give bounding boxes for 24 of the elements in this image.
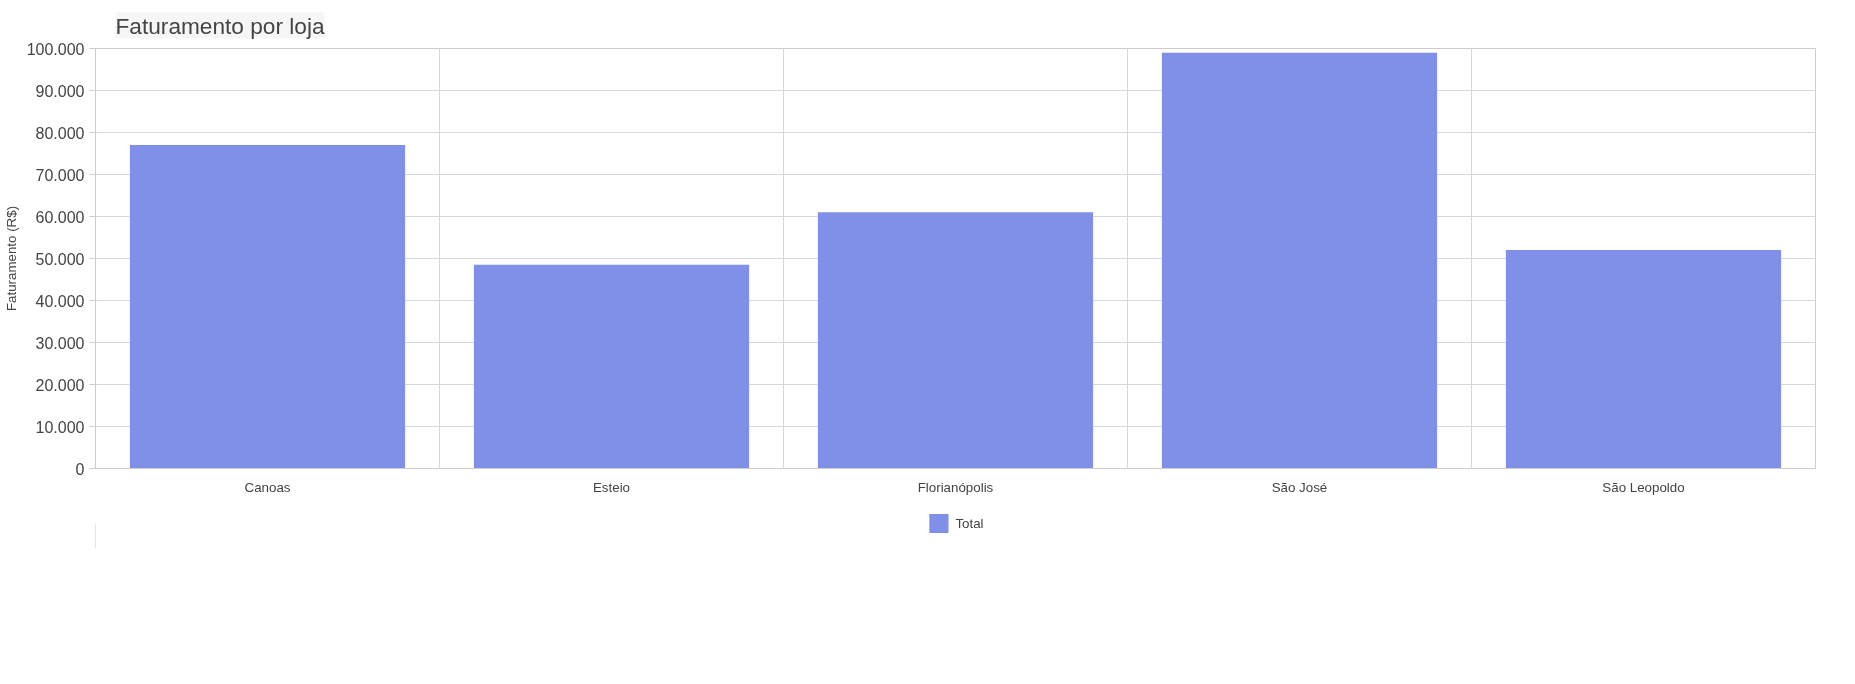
y-tick-label: 100.000 [26, 40, 85, 58]
x-tick-label: Esteio [592, 479, 631, 495]
bar [1161, 52, 1438, 469]
chart-title: Faturamento por loja [115, 12, 325, 39]
bar [1505, 250, 1782, 469]
y-tick-label: 90.000 [35, 82, 85, 100]
y-tick-label: 70.000 [35, 166, 85, 184]
bar [817, 212, 1094, 469]
y-tick-label: 40.000 [35, 292, 85, 310]
bar [473, 264, 750, 469]
x-tick-label: Florianópolis [917, 479, 994, 495]
y-tick-label: 30.000 [35, 334, 85, 352]
y-axis-title: Faturamento (R$) [3, 205, 19, 312]
x-tick-label: São José [1271, 479, 1328, 495]
y-tick-label: 20.000 [35, 376, 85, 394]
x-tick-label: São Leopoldo [1602, 479, 1685, 495]
y-tick-label: 50.000 [35, 250, 85, 268]
y-tick-label: 80.000 [35, 124, 85, 142]
bar [129, 145, 406, 469]
y-tick-label: 0 [75, 460, 85, 478]
x-tick-label: Canoas [244, 479, 291, 495]
legend-label: Total [955, 515, 984, 531]
y-tick-label: 60.000 [35, 208, 85, 226]
y-tick-label: 10.000 [35, 418, 85, 436]
